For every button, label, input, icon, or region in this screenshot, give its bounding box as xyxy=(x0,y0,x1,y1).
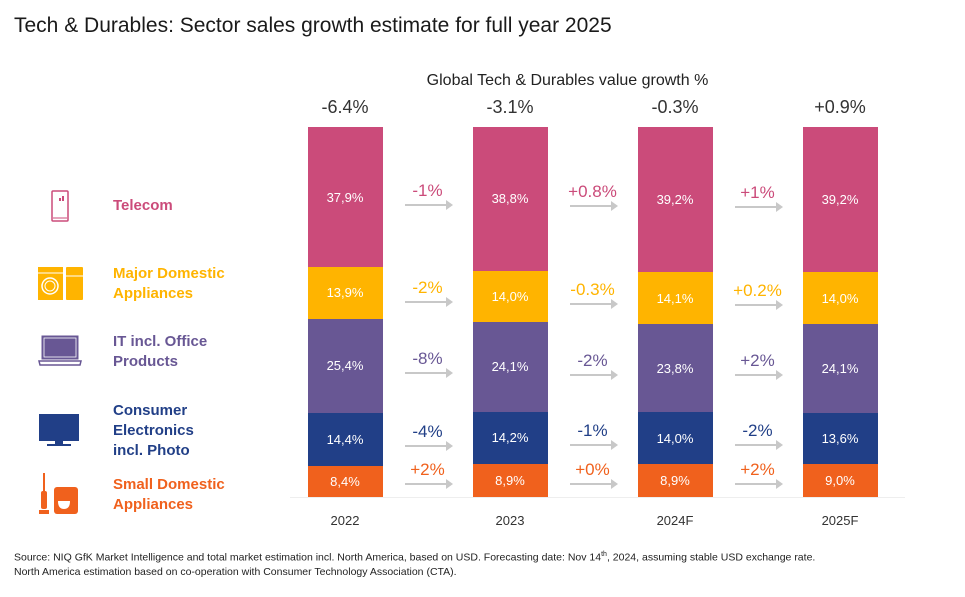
vacuum-mixer-icon xyxy=(39,473,78,514)
bar-segment: 8,4% xyxy=(307,465,383,497)
total-growth-label: -0.3% xyxy=(651,97,699,117)
change-arrow xyxy=(404,296,453,307)
change-arrow xyxy=(734,479,783,489)
bar-segment: 13,6% xyxy=(802,413,878,464)
segment-change-label: +2% xyxy=(740,460,775,479)
bar-segment: 8,9% xyxy=(472,464,548,497)
bar-segment: 24,1% xyxy=(472,322,548,412)
segment-change-label: +2% xyxy=(740,351,775,371)
legend-label-consumer-electronics: Consumer Electronics incl. Photo xyxy=(113,402,194,459)
segment-change-label: +1% xyxy=(740,182,775,202)
segment-change-label: +0% xyxy=(575,460,610,479)
bar-segment: 39,2% xyxy=(802,127,878,273)
x-tick-label: 2022 xyxy=(330,513,360,528)
change-arrow xyxy=(569,299,618,310)
x-tick-label: 2023 xyxy=(495,513,525,528)
bar-segment: 14,2% xyxy=(472,411,548,465)
segment-change-label: -2% xyxy=(412,277,443,297)
x-tick-label: 2024F xyxy=(656,513,694,528)
bar-segment: 8,9% xyxy=(637,464,713,497)
total-growth-label: -6.4% xyxy=(321,97,369,117)
segment-change-label: +0.8% xyxy=(568,182,617,202)
bar-segment: 14,1% xyxy=(637,272,713,325)
total-growth-label: -3.1% xyxy=(486,97,534,117)
bar-segment: 14,4% xyxy=(307,412,383,466)
tv-icon xyxy=(39,414,79,446)
change-arrow xyxy=(404,479,453,489)
total-growth-label: +0.9% xyxy=(814,97,866,117)
x-tick-label: 2025F xyxy=(821,513,859,528)
segment-change-label: +0.2% xyxy=(733,281,782,301)
washer-fridge-icon xyxy=(38,267,83,300)
source-note: Source: NIQ GfK Market Intelligence and … xyxy=(14,551,816,578)
segment-change-label: +2% xyxy=(410,460,445,479)
bar-segment: 23,8% xyxy=(637,324,713,413)
legend-label-major-domestic: Major Domestic Appliances xyxy=(113,265,225,302)
segment-change-label: -1% xyxy=(577,420,608,440)
bar-segment: 13,9% xyxy=(307,267,383,319)
change-arrow xyxy=(404,199,453,210)
segment-change-label: -4% xyxy=(412,421,443,441)
legend-label-telecom: Telecom xyxy=(113,197,173,214)
page-title: Tech & Durables: Sector sales growth est… xyxy=(14,14,612,37)
change-arrow xyxy=(734,370,783,381)
change-arrow xyxy=(734,201,783,212)
bar-segment: 38,8% xyxy=(472,127,548,271)
chart-title: Global Tech & Durables value growth % xyxy=(426,72,709,89)
change-arrow xyxy=(734,440,783,451)
bar-segment: 9,0% xyxy=(802,463,878,497)
bar-segment: 37,9% xyxy=(307,127,383,268)
segment-change-label: -2% xyxy=(577,350,608,370)
bar-segment: 39,2% xyxy=(637,127,713,273)
bar-segment: 14,0% xyxy=(802,272,878,325)
change-arrow xyxy=(734,300,783,311)
change-arrow xyxy=(569,439,618,450)
baseline xyxy=(290,497,905,498)
segment-change-label: -1% xyxy=(412,180,443,200)
change-arrow xyxy=(569,201,618,212)
segment-change-label: -8% xyxy=(412,349,443,369)
change-arrow xyxy=(404,368,453,379)
bar-segment: 25,4% xyxy=(307,318,383,413)
segment-change-label: -0.3% xyxy=(570,280,615,300)
smartphone-icon xyxy=(51,190,69,222)
change-arrow xyxy=(569,369,618,380)
bar-segment: 24,1% xyxy=(802,324,878,414)
bar-segment: 14,0% xyxy=(472,270,548,323)
bar-segment: 14,0% xyxy=(637,412,713,465)
legend-label-small-domestic: Small Domestic Appliances xyxy=(113,476,225,513)
laptop-icon xyxy=(38,335,82,366)
legend-label-it: IT incl. Office Products xyxy=(113,333,208,370)
change-arrow xyxy=(569,479,618,489)
change-arrow xyxy=(404,440,453,451)
segment-change-label: -2% xyxy=(742,421,773,441)
